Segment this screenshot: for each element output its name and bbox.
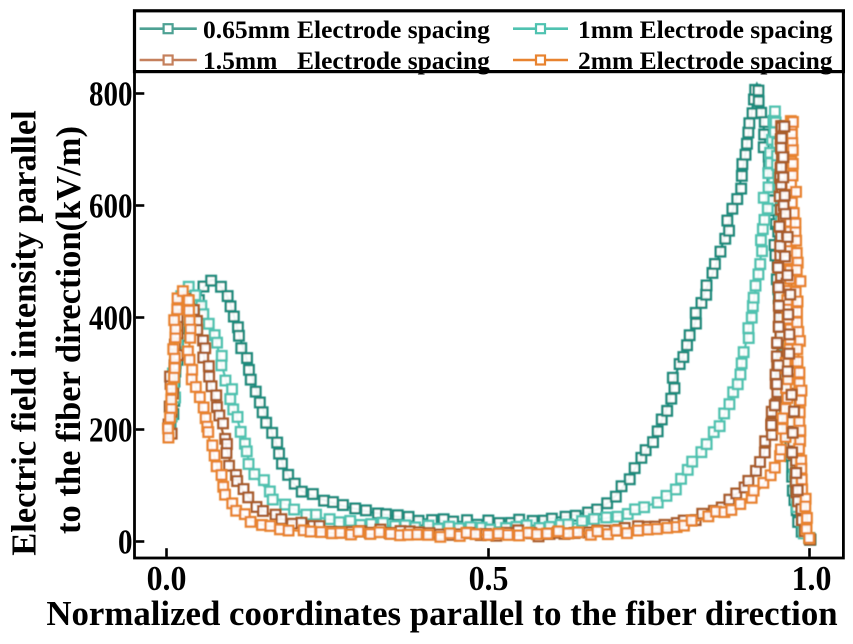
svg-text:Electrode spacing: Electrode spacing [297, 15, 490, 44]
svg-text:1.0: 1.0 [792, 560, 832, 599]
svg-text:to the fiber direction(kV/m): to the fiber direction(kV/m) [50, 126, 88, 534]
svg-text:1mm Electrode spacing: 1mm Electrode spacing [578, 15, 833, 44]
svg-text:200: 200 [89, 410, 132, 449]
svg-text:0.0: 0.0 [147, 560, 187, 599]
svg-text:600: 600 [89, 186, 132, 225]
svg-text:800: 800 [89, 74, 132, 113]
svg-text:0: 0 [118, 522, 132, 561]
svg-text:0.65mm: 0.65mm [203, 15, 290, 44]
svg-text:400: 400 [89, 298, 132, 337]
svg-text:Electric field intensity paral: Electric field intensity parallel [6, 110, 44, 556]
svg-text:0.5: 0.5 [469, 560, 509, 599]
svg-text:Normalized coordinates paralle: Normalized coordinates parallel to the f… [46, 594, 837, 633]
svg-text:1.5mm: 1.5mm [203, 46, 277, 75]
svg-text:2mm Electrode spacing: 2mm Electrode spacing [578, 46, 833, 75]
svg-text:Electrode spacing: Electrode spacing [297, 46, 490, 75]
